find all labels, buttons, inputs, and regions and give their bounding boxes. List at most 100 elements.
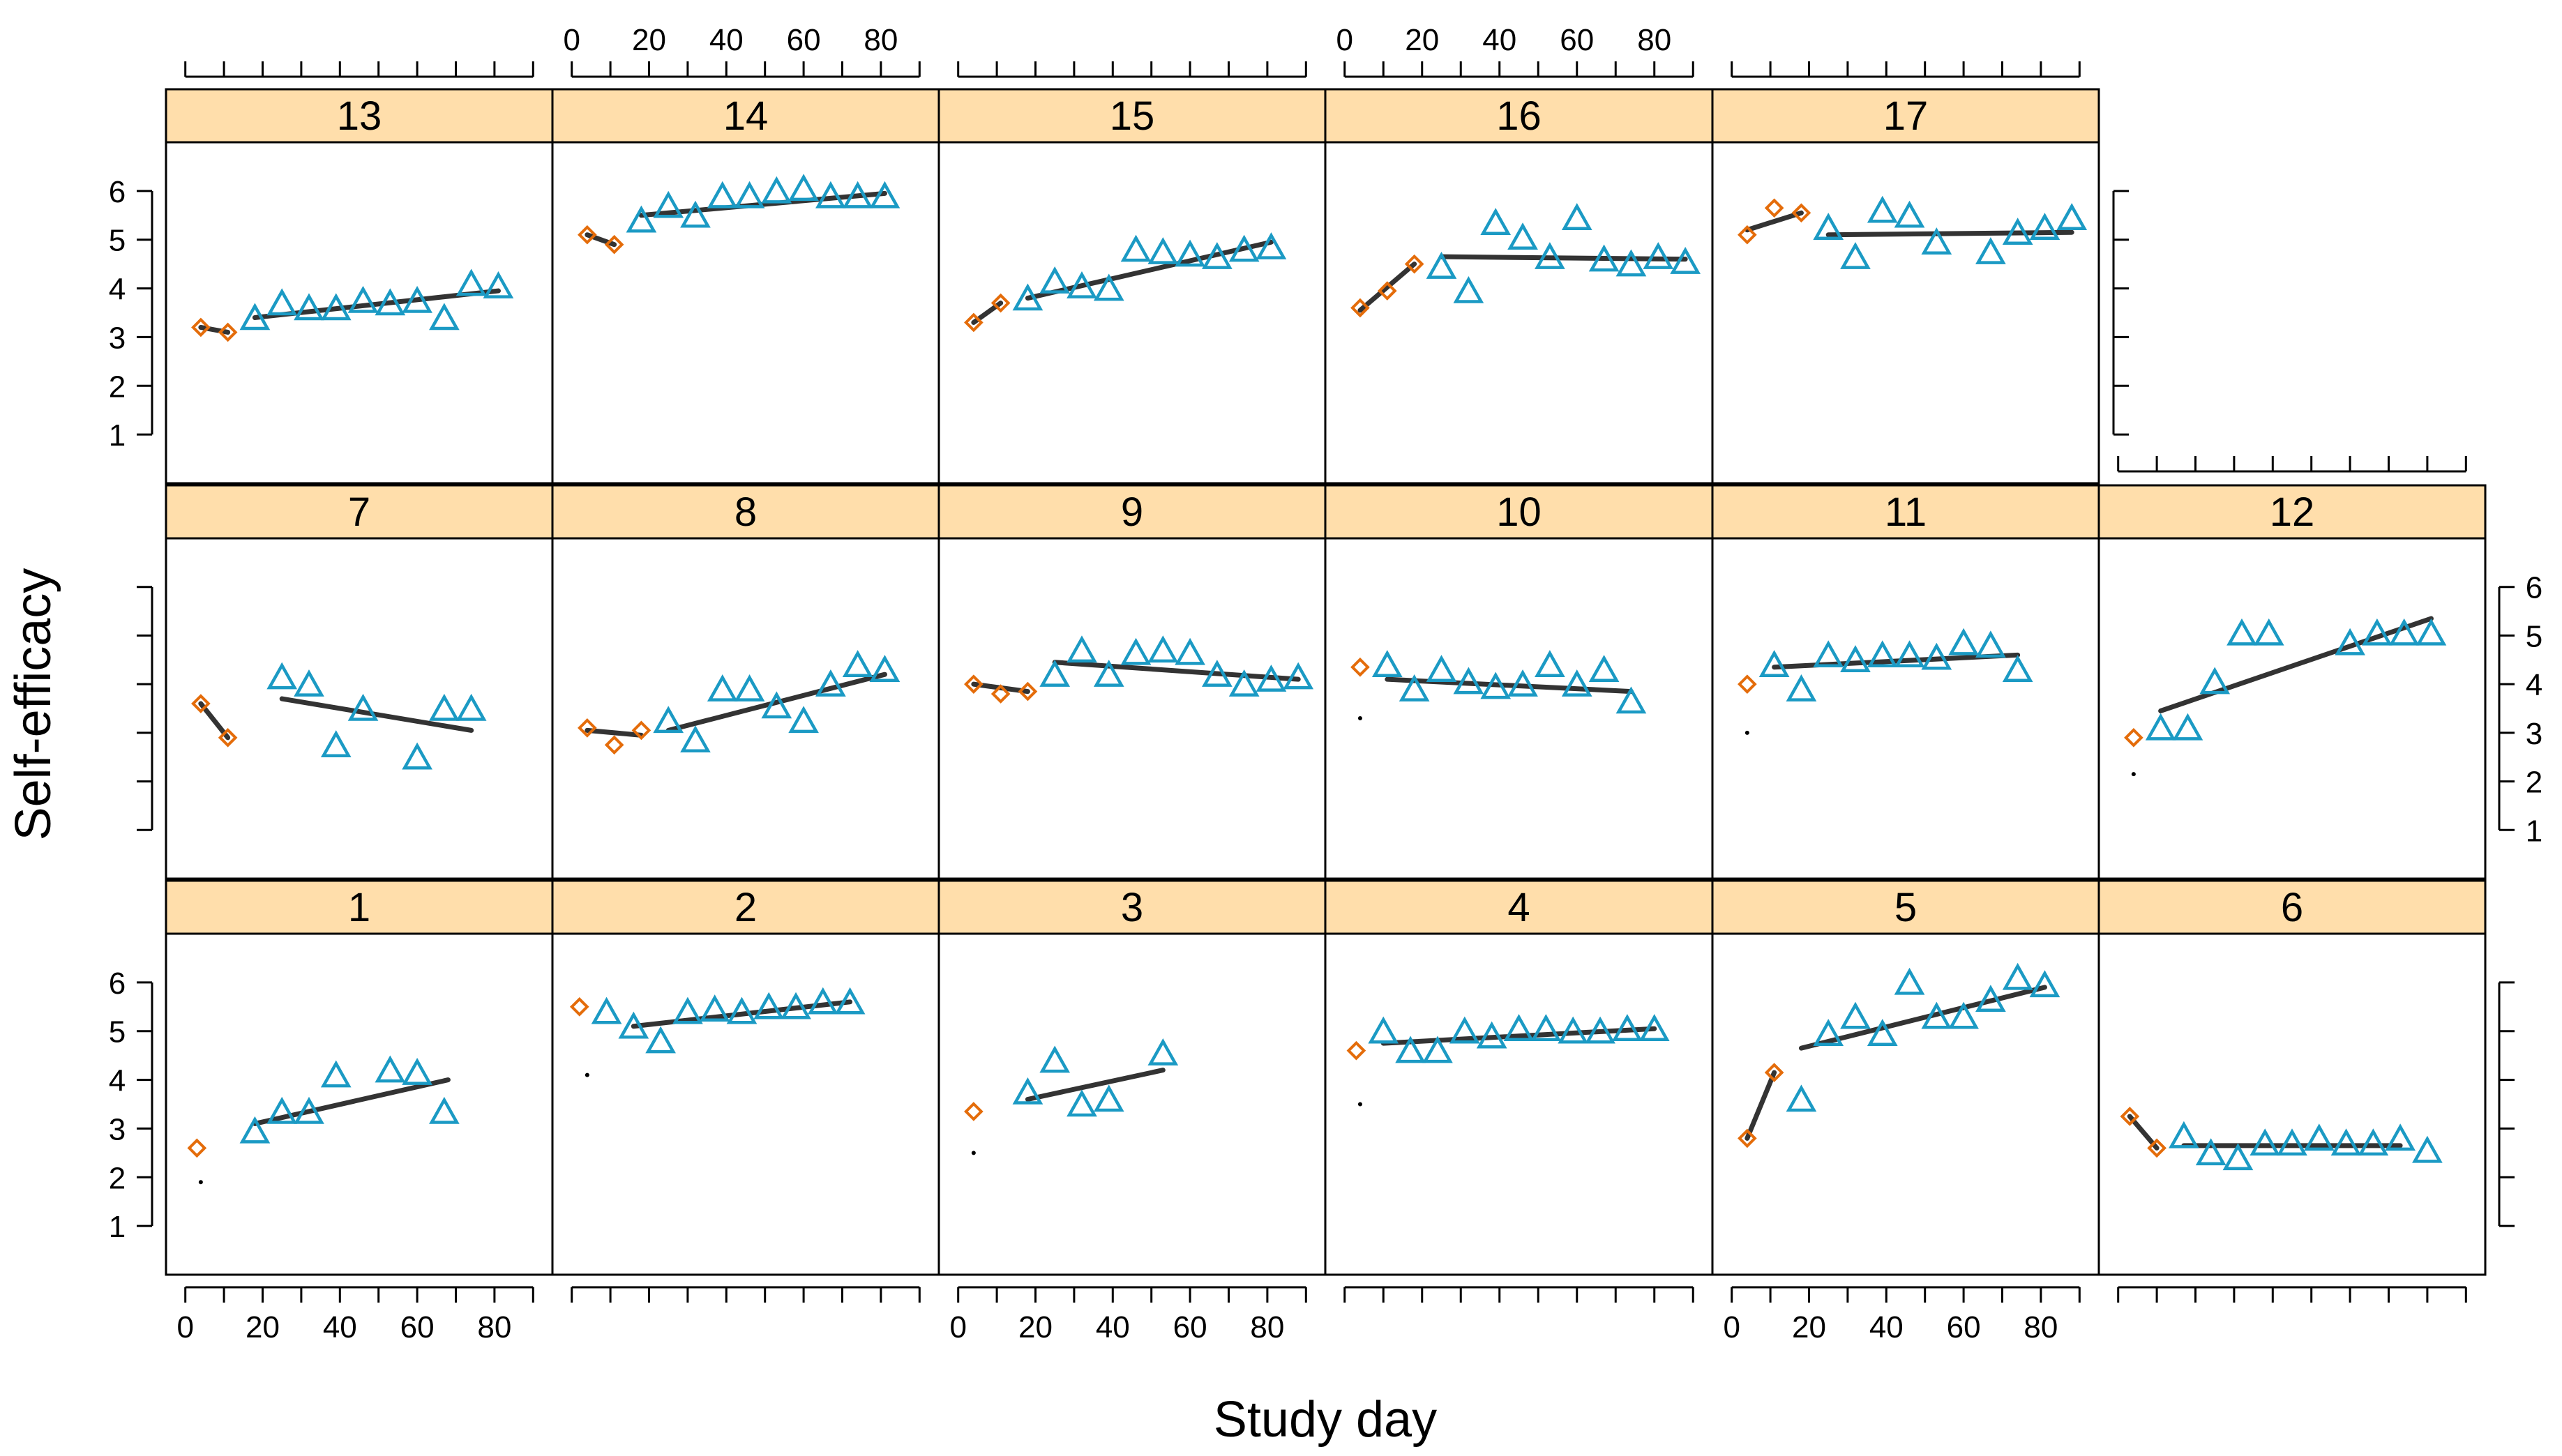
intervention-point: [1228, 234, 1260, 262]
x-tick-label: 40: [1482, 23, 1516, 57]
intervention-point: [1867, 640, 1898, 668]
intervention-point: [1480, 208, 1512, 236]
y-tick-label: 1: [109, 418, 126, 453]
intervention-point: [1921, 642, 1952, 670]
x-tick-label: 0: [176, 1310, 193, 1344]
panel-5: 5: [1711, 879, 2100, 1276]
strip-11: [1711, 484, 2100, 540]
intervention-point: [1670, 247, 1701, 274]
intervention-fit-line: [1025, 239, 1274, 301]
intervention-point: [2388, 618, 2420, 646]
intervention-point: [680, 200, 711, 228]
marker-dot: [2131, 772, 2136, 777]
intervention-point: [266, 1096, 298, 1124]
baseline-point: [604, 234, 624, 255]
intervention-point: [2056, 203, 2088, 231]
intervention-point: [266, 288, 298, 316]
panel-13: 13: [165, 88, 554, 485]
baseline-point: [578, 225, 597, 245]
marker-dot: [1357, 1102, 1362, 1107]
intervention-point: [1948, 628, 1979, 655]
intervention-point: [1039, 266, 1071, 294]
intervention-point: [1921, 227, 1952, 255]
intervention-point: [375, 288, 406, 316]
baseline-point: [1738, 674, 1757, 694]
strip-8: [551, 484, 940, 540]
strip-label-4: 4: [1507, 885, 1530, 930]
intervention-fit-line: [638, 190, 887, 218]
panel-6: 6: [2097, 879, 2487, 1276]
intervention-point: [1067, 635, 1097, 663]
y-tick-label: 4: [2526, 668, 2542, 702]
baseline-point: [964, 674, 984, 694]
panel-frame-7: [165, 537, 554, 880]
intervention-point: [483, 271, 514, 298]
baseline-point: [1346, 1040, 1366, 1061]
panel-15: 15: [937, 88, 1327, 485]
strip-6: [2097, 879, 2487, 935]
intervention-point: [2303, 1123, 2335, 1151]
intervention-point: [1093, 1084, 1124, 1112]
x-tick-label: 40: [1869, 1310, 1904, 1344]
intervention-point: [1535, 650, 1565, 677]
intervention-point: [1175, 637, 1205, 665]
intervention-point: [1120, 637, 1152, 665]
intervention-point: [1039, 1045, 1071, 1073]
intervention-point: [1615, 249, 1647, 277]
x-tick-label: 80: [477, 1310, 511, 1344]
intervention-point: [834, 987, 866, 1015]
intervention-point: [2145, 713, 2176, 741]
intervention-point: [1202, 242, 1233, 269]
panel-frame-1: [165, 932, 554, 1276]
intervention-point: [753, 992, 785, 1019]
intervention-point: [2195, 1138, 2226, 1166]
strip-label-11: 11: [1885, 490, 1927, 535]
intervention-point: [645, 1026, 676, 1054]
intervention-point: [402, 1057, 432, 1085]
intervention-point: [1093, 273, 1124, 301]
intervention-point: [1147, 635, 1179, 663]
intervention-point: [1638, 1014, 1670, 1041]
intervention-point: [869, 655, 901, 682]
baseline-point: [964, 312, 984, 333]
baseline-point: [604, 735, 624, 755]
y-tick-label: 2: [109, 1161, 126, 1195]
intervention-point: [1507, 222, 1538, 250]
intervention-point: [1867, 1019, 1898, 1046]
intervention-point: [2029, 970, 2060, 998]
intervention-point: [375, 1055, 406, 1083]
baseline-point: [1350, 298, 1370, 318]
y-tick-label: 6: [109, 175, 126, 209]
baseline-point: [1791, 203, 1811, 223]
marker-dot: [585, 1072, 589, 1077]
panel-frame-16: [1324, 141, 1714, 485]
intervention-point: [1368, 1016, 1399, 1044]
intervention-point: [815, 181, 846, 208]
intervention-point: [1067, 1089, 1097, 1117]
intervention-point: [1840, 645, 1871, 673]
y-tick-label: 6: [2526, 571, 2542, 605]
intervention-point: [1503, 1014, 1535, 1041]
y-tick-label: 3: [109, 321, 126, 355]
intervention-point: [781, 992, 811, 1019]
strip-3: [937, 879, 1327, 935]
y-tick-label: 6: [109, 966, 126, 1001]
intervention-point: [869, 181, 901, 208]
panel-17: 17: [1711, 88, 2100, 485]
intervention-fit-line: [2158, 616, 2434, 713]
intervention-point: [1975, 630, 2006, 658]
intervention-fit-line: [1439, 254, 1688, 262]
baseline-point: [1377, 281, 1397, 301]
intervention-point: [1371, 650, 1403, 677]
intervention-point: [761, 176, 792, 204]
y-tick-label: 3: [2526, 717, 2542, 751]
baseline-point: [1018, 681, 1038, 702]
intervention-point: [1840, 1001, 1871, 1029]
intervention-point: [347, 285, 379, 313]
intervention-point: [455, 693, 487, 721]
intervention-point: [1228, 669, 1260, 697]
intervention-point: [2412, 1135, 2443, 1163]
intervention-point: [1535, 242, 1565, 269]
y-tick-label: 2: [2526, 766, 2542, 800]
intervention-point: [1561, 203, 1592, 231]
